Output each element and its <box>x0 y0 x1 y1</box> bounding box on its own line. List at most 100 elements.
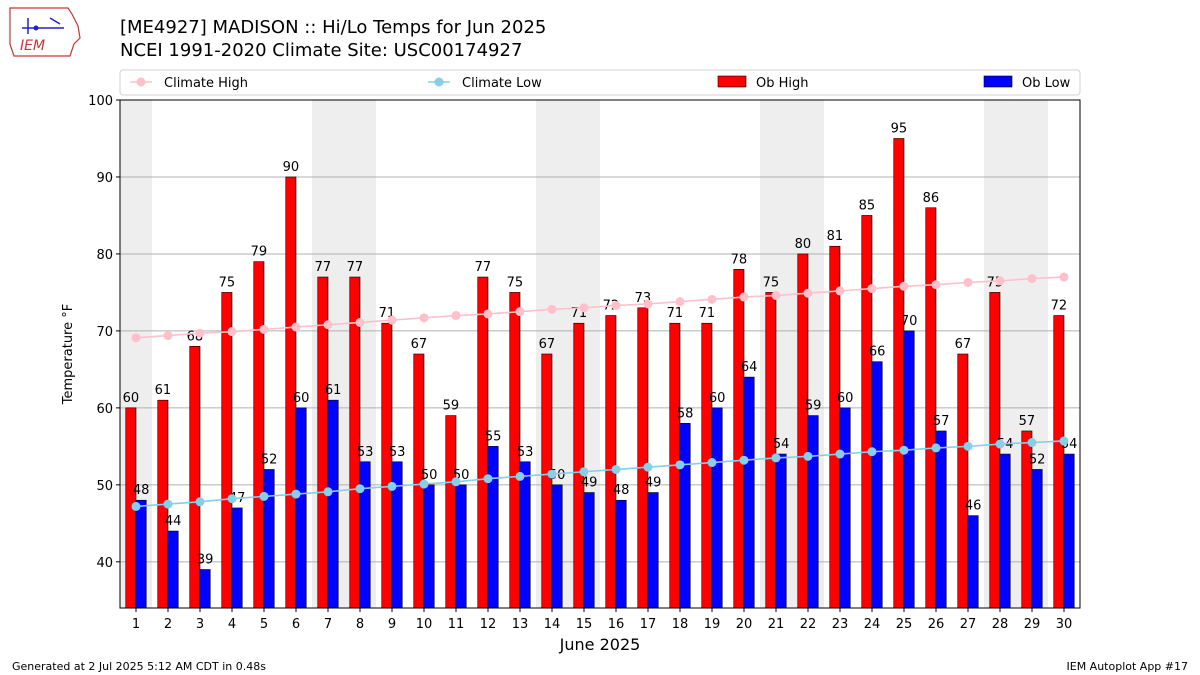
ob-low-bar <box>743 376 755 609</box>
ob-low-label: 53 <box>357 445 374 460</box>
y-axis-label: Temperature °F <box>61 304 76 405</box>
climate-low-point <box>515 471 525 481</box>
ob-low-bar <box>551 484 563 609</box>
x-tick-label: 8 <box>356 617 364 632</box>
ob-high-label: 71 <box>667 306 684 321</box>
ob-low-label: 53 <box>389 445 406 460</box>
climate-low-point <box>227 494 237 504</box>
ob-low-bar <box>807 415 819 609</box>
legend-climate-low-marker <box>434 77 444 87</box>
climate-high-point <box>163 331 173 341</box>
x-tick-label: 5 <box>260 617 268 632</box>
ob-low-bar <box>583 492 595 609</box>
climate-low-point <box>963 441 973 451</box>
x-tick-label: 27 <box>960 617 977 632</box>
ob-low-bar <box>295 407 307 609</box>
climate-high-point <box>323 320 333 330</box>
climate-low-point <box>611 464 621 474</box>
climate-high-point <box>963 277 973 287</box>
climate-high-point <box>419 313 429 323</box>
climate-low-point <box>867 447 877 457</box>
x-tick-label: 22 <box>800 617 817 632</box>
x-tick-label: 3 <box>196 617 204 632</box>
ob-low-label: 70 <box>901 314 918 329</box>
ob-high-label: 71 <box>699 306 716 321</box>
legend-climate-low-label: Climate Low <box>462 76 542 91</box>
ob-high-label: 67 <box>955 337 972 352</box>
climate-high-point <box>1059 272 1069 282</box>
climate-high-point <box>291 322 301 332</box>
climate-high-point <box>387 315 397 325</box>
ob-high-label: 79 <box>251 245 268 260</box>
legend-ob-low-label: Ob Low <box>1022 76 1071 91</box>
climate-low-point <box>355 484 365 494</box>
ob-low-label: 57 <box>933 414 950 429</box>
ob-low-bar <box>903 330 915 609</box>
climate-high-point <box>1027 274 1037 284</box>
x-tick-label: 17 <box>640 617 657 632</box>
climate-high-point <box>259 324 269 334</box>
ob-high-label: 95 <box>891 121 908 136</box>
ob-low-bar <box>999 453 1011 609</box>
ob-low-bar <box>455 484 467 609</box>
x-tick-label: 20 <box>736 617 753 632</box>
ob-high-bar <box>1053 315 1065 609</box>
climate-high-point <box>803 288 813 298</box>
climate-high-line <box>135 276 1065 339</box>
ob-high-label: 86 <box>923 191 940 206</box>
climate-high-point <box>867 284 877 294</box>
x-axis-label: June 2025 <box>559 635 641 654</box>
legend-ob-high-swatch <box>717 75 747 88</box>
generated-note: Generated at 2 Jul 2025 5:12 AM CDT in 0… <box>12 660 266 673</box>
ob-high-bar <box>925 207 937 609</box>
climate-high-point <box>611 301 621 311</box>
y-tick-label: 60 <box>96 402 113 417</box>
x-tick-label: 4 <box>228 617 236 632</box>
y-tick-label: 90 <box>96 171 113 186</box>
climate-low-point <box>995 439 1005 449</box>
ob-low-label: 61 <box>325 383 342 398</box>
ob-low-label: 39 <box>197 553 214 568</box>
climate-low-point <box>387 481 397 491</box>
climate-high-point <box>707 294 717 304</box>
ob-low-bar <box>647 492 659 609</box>
climate-low-point <box>643 462 653 472</box>
ob-high-bar <box>221 292 233 609</box>
app-note: IEM Autoplot App #17 <box>1066 660 1189 673</box>
climate-high-point <box>995 276 1005 286</box>
x-tick-label: 2 <box>164 617 172 632</box>
ob-high-bar <box>381 322 393 609</box>
plot-frame <box>119 99 1081 609</box>
climate-low-point <box>195 497 205 507</box>
iem-logo: IEM <box>6 4 86 64</box>
ob-low-label: 54 <box>773 437 790 452</box>
ob-low-label: 60 <box>837 391 854 406</box>
ob-high-label: 75 <box>507 275 524 290</box>
ob-high-label: 90 <box>283 160 300 175</box>
climate-low-point <box>163 499 173 509</box>
ob-low-bar <box>519 461 531 609</box>
ob-low-label: 52 <box>261 452 278 467</box>
climate-low-point <box>675 460 685 470</box>
ob-low-bar <box>967 515 979 609</box>
climate-low-point <box>739 455 749 465</box>
y-tick-label: 70 <box>96 325 113 340</box>
climate-low-point <box>579 467 589 477</box>
ob-low-bar <box>1063 453 1075 609</box>
climate-low-point <box>931 443 941 453</box>
ob-high-label: 78 <box>731 252 748 267</box>
ob-low-bar <box>423 484 435 609</box>
ob-high-label: 77 <box>475 260 492 275</box>
x-tick-label: 28 <box>992 617 1009 632</box>
ob-high-bar <box>253 261 265 609</box>
climate-low-point <box>1059 436 1069 446</box>
ob-low-bar <box>199 569 211 609</box>
climate-high-point <box>931 280 941 290</box>
climate-high-point <box>355 317 365 327</box>
legend-ob-high-label: Ob High <box>756 76 809 91</box>
ob-high-bar <box>637 307 649 609</box>
ob-low-bar <box>487 446 499 609</box>
x-tick-label: 9 <box>388 617 396 632</box>
climate-high-point <box>835 286 845 296</box>
climate-high-point <box>643 299 653 309</box>
